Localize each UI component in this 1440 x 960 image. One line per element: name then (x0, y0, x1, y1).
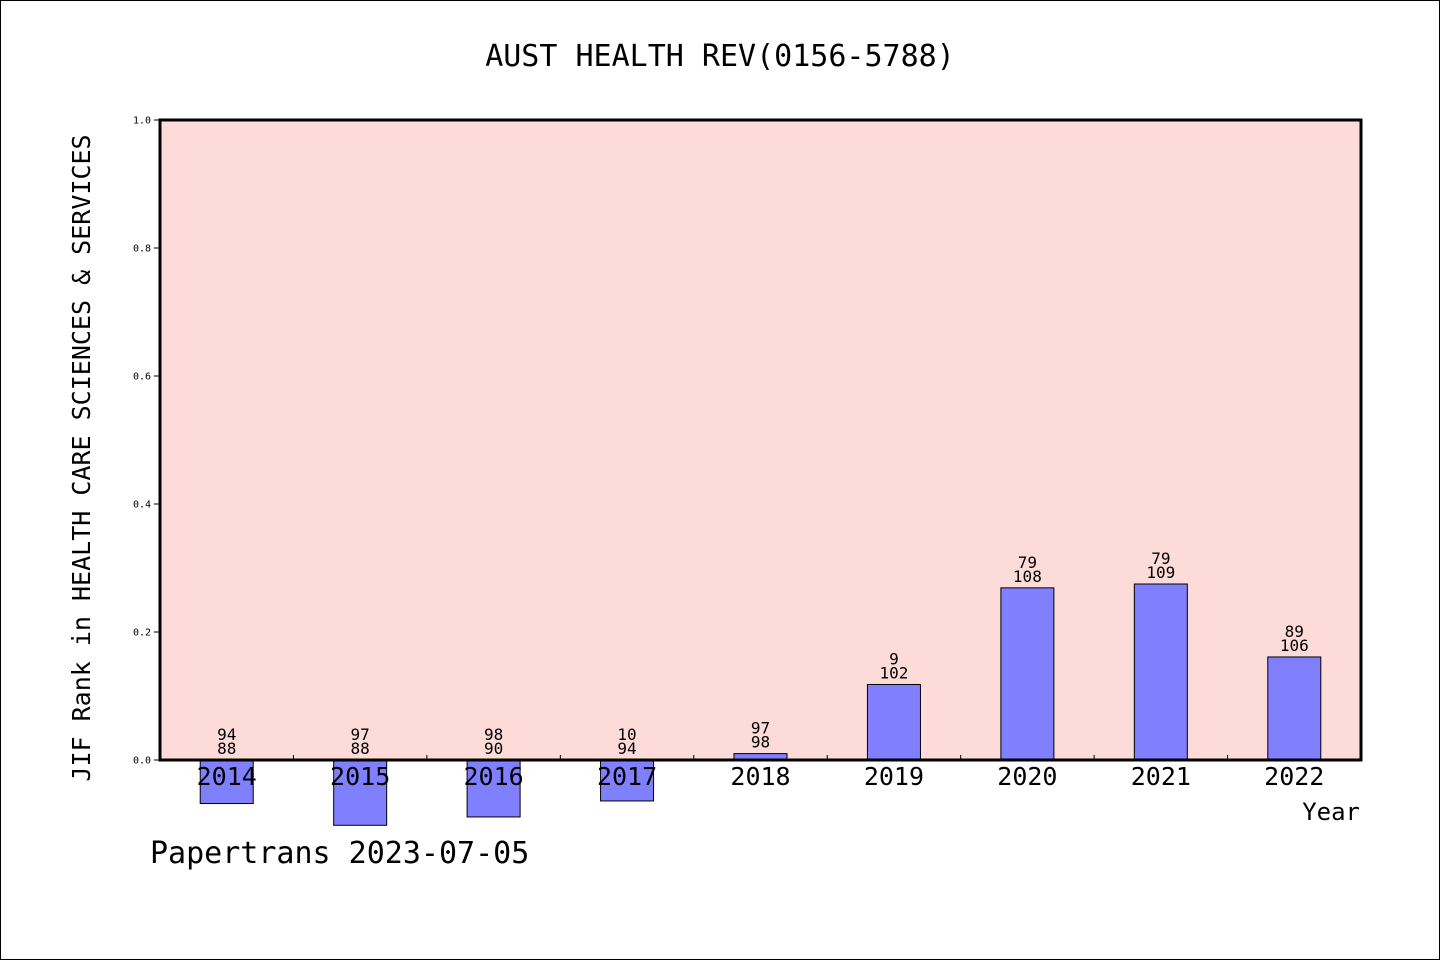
y-axis-ticks: 0.0 0.2 0.4 0.6 0.8 1.0 (133, 116, 160, 767)
y-axis-label: JIF Rank in HEALTH CARE SCIENCES & SERVI… (67, 134, 96, 781)
bar-label-bottom: 102 (879, 663, 908, 682)
bar-2021 (1133, 583, 1188, 761)
x-tick-label: 2015 (330, 762, 390, 791)
bar-2014 (199, 759, 254, 805)
bar-label-top: 97 (351, 725, 370, 744)
bar-2016 (466, 759, 521, 818)
bar-label-top: 94 (217, 725, 236, 744)
bar-label-top: 10 (617, 725, 636, 744)
x-tick-label: 2014 (197, 762, 257, 791)
y-tick-label: 0.8 (133, 244, 151, 255)
bar-label-top: 98 (484, 725, 503, 744)
x-axis-ticks: 2014 2015 2016 2017 2018 2019 2020 2021 2022 (197, 755, 1324, 791)
bar-2022 (1267, 656, 1322, 761)
bar-label-top: 97 (751, 719, 770, 738)
bar-label-top: 9 (889, 649, 899, 668)
bar-label-bottom: 108 (1013, 567, 1042, 586)
bar-label-bottom: 88 (351, 739, 370, 758)
x-tick-label: 2018 (730, 762, 790, 791)
bar-label-bottom: 106 (1280, 636, 1309, 655)
bars (199, 583, 1322, 826)
bar-label-bottom: 90 (484, 739, 503, 758)
bar-label-top: 79 (1151, 549, 1170, 568)
bar-2020 (1000, 587, 1055, 761)
y-tick-label: 0.2 (133, 628, 151, 639)
x-axis-label: Year (1302, 798, 1360, 826)
chart-title: AUST HEALTH REV(0156-5788) (485, 39, 955, 74)
bar-label-bottom: 94 (617, 739, 636, 758)
x-tick-label: 2022 (1264, 762, 1324, 791)
x-tick-label: 2019 (864, 762, 924, 791)
y-tick-label: 1.0 (133, 116, 151, 127)
x-tick-label: 2017 (597, 762, 657, 791)
bar-label-bottom: 88 (217, 739, 236, 758)
bar-label-bottom: 109 (1146, 563, 1175, 582)
x-tick-label: 2020 (997, 762, 1057, 791)
plot-border (158, 118, 1363, 762)
y-tick-label: 0.4 (133, 500, 151, 511)
x-tick-label: 2021 (1131, 762, 1191, 791)
bar-label-top: 89 (1285, 622, 1304, 641)
bar-2019 (866, 683, 921, 761)
y-tick-label: 0.6 (133, 372, 151, 383)
credit-text: Papertrans 2023-07-05 (150, 836, 529, 871)
bar-label-bottom: 98 (751, 733, 770, 752)
bar-label-top: 79 (1018, 553, 1037, 572)
y-tick-label: 0.0 (133, 756, 151, 767)
x-tick-label: 2016 (464, 762, 524, 791)
